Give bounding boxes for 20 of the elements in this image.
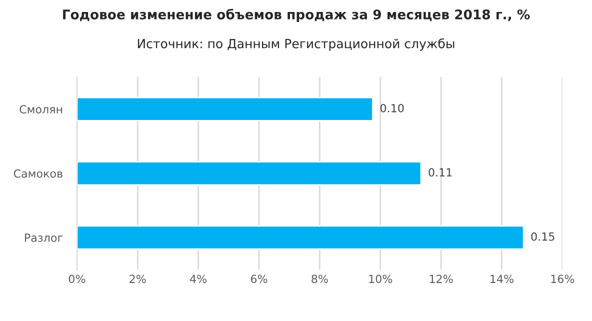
bar	[76, 225, 524, 250]
x-tick-label: 10%	[369, 274, 392, 284]
x-tick-label: 0%	[68, 274, 86, 284]
bar	[76, 161, 422, 186]
y-tick-label: Разлог	[25, 234, 63, 242]
x-tick-label: 16%	[551, 274, 574, 284]
y-tick-label: Смолян	[20, 105, 62, 114]
chart-subtitle: Источник: по Данным Регистрационной службы	[138, 38, 454, 51]
data-label: 0.10	[380, 104, 404, 112]
y-tick-label: Самоков	[14, 169, 62, 178]
x-tick-label: 4%	[190, 274, 207, 284]
x-tick-label: 2%	[130, 274, 146, 284]
x-tick-label: 8%	[312, 274, 328, 284]
data-label: 0.11	[428, 168, 452, 177]
data-label: 0.15	[531, 232, 554, 241]
x-tick-label: 6%	[250, 274, 268, 284]
chart-title: Годовое изменение объемов продаж за 9 месяцев 2018 г., %	[63, 8, 530, 22]
x-tick-label: 14%	[490, 274, 514, 284]
bar	[76, 96, 374, 122]
x-tick-label: 12%	[430, 274, 453, 284]
